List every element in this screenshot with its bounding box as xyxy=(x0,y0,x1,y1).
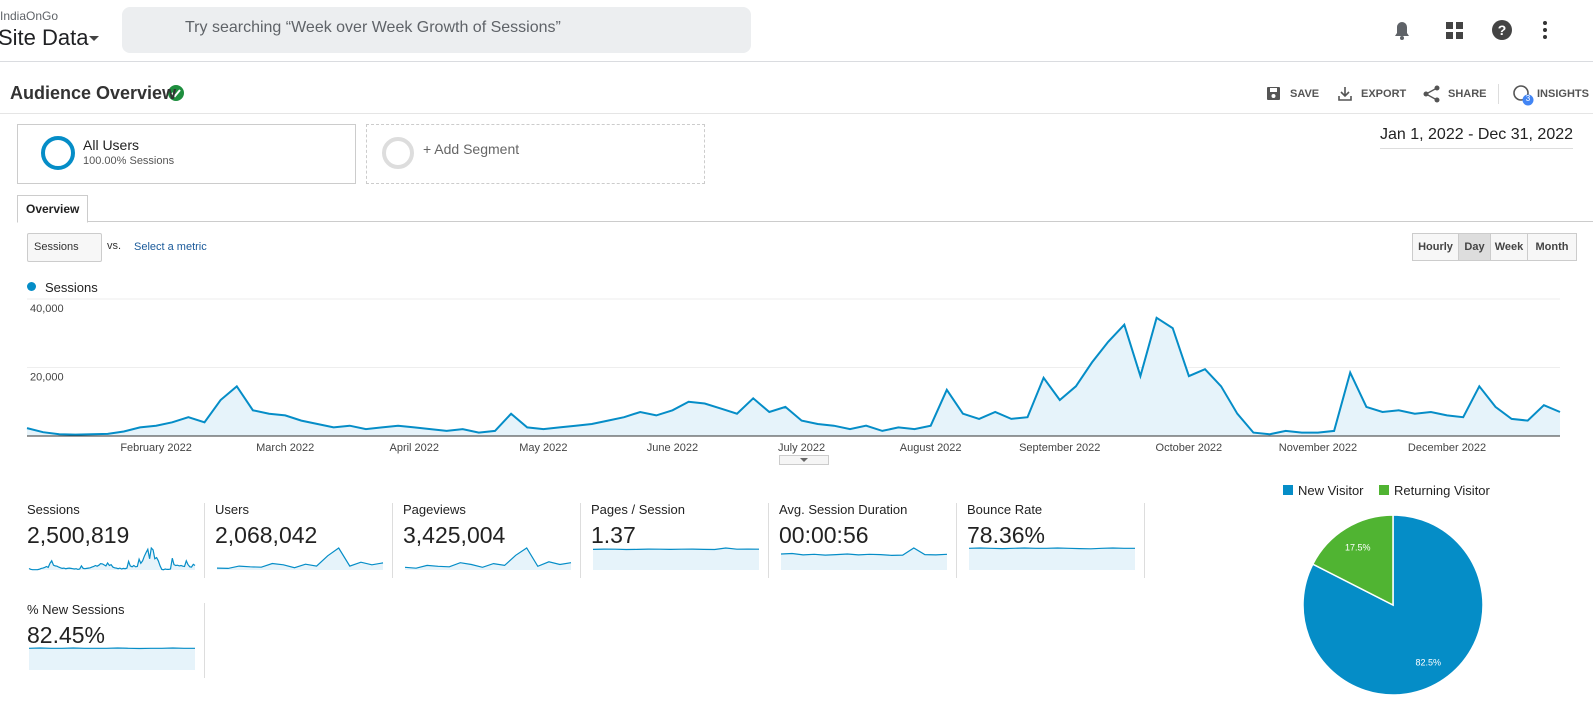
sparkline xyxy=(28,546,196,571)
property-name[interactable]: Site Data xyxy=(0,25,89,50)
account-name: IndiaOnGo xyxy=(0,9,59,23)
date-range[interactable]: Jan 1, 2022 - Dec 31, 2022 xyxy=(1380,126,1574,149)
metric-value: 00:00:56 xyxy=(779,522,869,548)
x-tick-label: April 2022 xyxy=(390,442,440,454)
x-tick-label: December 2022 xyxy=(1408,442,1486,454)
metric-label: % New Sessions xyxy=(27,602,125,617)
legend-marker xyxy=(27,282,36,291)
x-tick-label: July 2022 xyxy=(778,442,825,454)
area xyxy=(27,317,1560,436)
save-icon[interactable] xyxy=(1267,87,1280,100)
line xyxy=(26,316,1561,436)
slice-label: 82.5% xyxy=(1416,658,1442,668)
segment-ring xyxy=(41,136,75,170)
sparkline-area xyxy=(405,548,571,570)
sparkline-area xyxy=(969,548,1135,570)
insights-icon[interactable] xyxy=(1513,85,1534,106)
x-tick-label: March 2022 xyxy=(256,442,314,454)
report-title: Audience Overview xyxy=(10,83,177,103)
y-tick-label: 40,000 xyxy=(30,303,64,315)
export-icon[interactable] xyxy=(1338,87,1352,101)
granularity-button[interactable]: Week xyxy=(1490,233,1528,261)
tab[interactable] xyxy=(17,195,88,223)
sparkline xyxy=(28,647,195,650)
x-tick-label: September 2022 xyxy=(1019,442,1100,454)
segment-card[interactable] xyxy=(17,124,356,184)
select-metric-link[interactable]: Select a metric xyxy=(134,241,207,253)
svg-text:?: ? xyxy=(1498,22,1507,38)
sparkline xyxy=(592,547,760,551)
export-button[interactable]: EXPORT xyxy=(1361,88,1407,100)
y-tick-label: 20,000 xyxy=(30,372,64,384)
sparkline xyxy=(216,547,384,570)
metric-value: 78.36% xyxy=(967,522,1046,548)
property-caret[interactable] xyxy=(89,36,99,41)
metric-value: 3,425,004 xyxy=(403,522,506,548)
verified-badge xyxy=(168,85,184,101)
chart-resize-handle[interactable] xyxy=(779,455,829,465)
metric-select[interactable] xyxy=(27,233,102,262)
share-icon[interactable] xyxy=(1423,85,1440,103)
notifications-icon[interactable] xyxy=(1395,22,1409,40)
x-tick-label: October 2022 xyxy=(1156,442,1223,454)
granularity-button[interactable]: Hourly xyxy=(1412,233,1459,261)
granularity-button[interactable]: Day xyxy=(1458,233,1491,261)
granularity-buttons: Hourly Day Week Month xyxy=(1412,233,1577,261)
sparkline-area xyxy=(593,548,759,570)
x-tick-label: June 2022 xyxy=(647,442,698,454)
metric-value: 2,068,042 xyxy=(215,522,318,548)
insights-button[interactable]: INSIGHTS xyxy=(1537,88,1589,100)
insights-badge: 3 xyxy=(1525,94,1531,103)
add-segment-card[interactable] xyxy=(366,124,705,184)
metric-label: Users xyxy=(215,502,249,517)
pie-slice xyxy=(1311,514,1394,607)
metric-value: 1.37 xyxy=(591,522,636,548)
slice-label: 17.5% xyxy=(1345,542,1371,552)
legend-label: New Visitor xyxy=(1298,483,1364,498)
help-icon[interactable]: ? xyxy=(1492,20,1512,40)
add-segment[interactable]: + Add Segment xyxy=(423,141,520,157)
legend-marker xyxy=(1283,485,1293,495)
legend-label: Sessions xyxy=(45,280,98,295)
vs-label: vs. xyxy=(107,240,122,252)
save-button[interactable]: SAVE xyxy=(1290,88,1320,100)
sparkline xyxy=(780,547,948,557)
segment-ring-empty xyxy=(382,137,414,169)
x-tick-label: August 2022 xyxy=(900,442,962,454)
apps-icon[interactable] xyxy=(1446,22,1463,39)
metric-label: Avg. Session Duration xyxy=(779,502,908,517)
granularity-button[interactable]: Month xyxy=(1527,233,1577,261)
share-button[interactable]: SHARE xyxy=(1448,88,1487,100)
tab-label[interactable]: Overview xyxy=(26,202,80,216)
metric-label: Bounce Rate xyxy=(967,502,1043,517)
segment-detail: 100.00% Sessions xyxy=(83,155,175,167)
legend-label: Returning Visitor xyxy=(1394,483,1491,498)
search-placeholder[interactable]: Try searching “Week over Week Growth of … xyxy=(185,19,561,36)
x-tick-label: February 2022 xyxy=(120,442,192,454)
x-tick-label: November 2022 xyxy=(1279,442,1357,454)
metric-value: 2,500,819 xyxy=(27,522,130,548)
segment-name: All Users xyxy=(83,137,140,153)
metric-label: Pages / Session xyxy=(591,502,685,517)
sparkline xyxy=(404,547,572,569)
sparkline-area xyxy=(781,548,947,570)
sparkline-area xyxy=(29,648,195,670)
sparkline xyxy=(968,547,1135,550)
legend-marker xyxy=(1379,485,1389,495)
metric-label: Sessions xyxy=(27,502,80,517)
more-icon[interactable] xyxy=(1543,21,1547,39)
metric-label: Pageviews xyxy=(403,502,466,517)
x-tick-label: May 2022 xyxy=(519,442,567,454)
search-box[interactable] xyxy=(122,7,751,53)
metric-value: 82.45% xyxy=(27,622,106,648)
metric-select-label[interactable]: Sessions xyxy=(34,241,79,253)
